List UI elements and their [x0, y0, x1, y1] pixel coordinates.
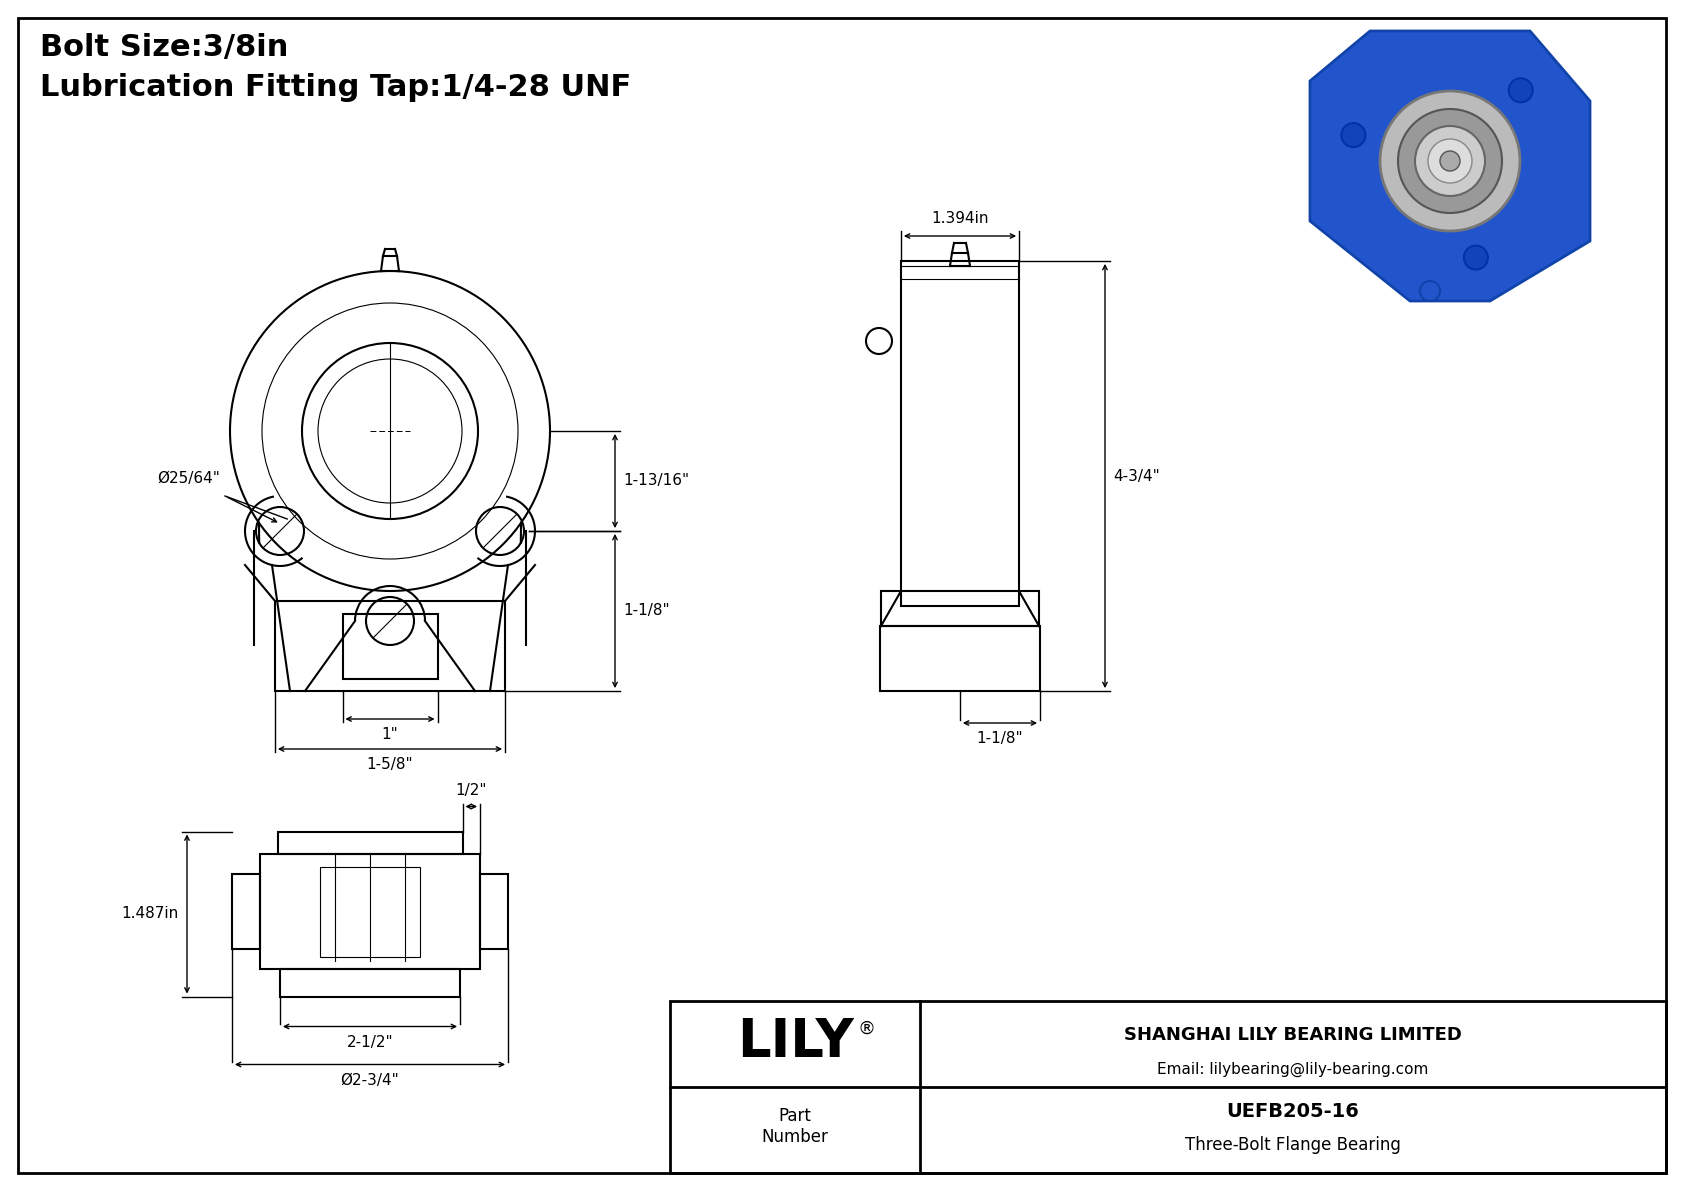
Circle shape: [1509, 79, 1532, 102]
Bar: [342, 615, 438, 679]
Text: 1.487in: 1.487in: [121, 906, 179, 922]
Text: Part
Number: Part Number: [761, 1108, 829, 1146]
Text: 1-1/8": 1-1/8": [977, 731, 1024, 746]
Bar: [881, 591, 1039, 626]
Bar: [480, 873, 509, 948]
Bar: [274, 601, 505, 691]
Bar: [278, 831, 463, 854]
Text: LILY: LILY: [736, 1016, 854, 1068]
Text: 1/2": 1/2": [455, 784, 487, 798]
Bar: [232, 873, 259, 948]
Bar: [670, 1000, 1665, 1173]
Text: Ø2-3/4": Ø2-3/4": [340, 1073, 399, 1087]
Bar: [280, 968, 460, 997]
Text: Ø25/64": Ø25/64": [157, 470, 221, 486]
Bar: [901, 261, 1019, 606]
Text: 2-1/2": 2-1/2": [347, 1035, 394, 1049]
Circle shape: [1440, 151, 1460, 172]
Bar: [259, 854, 480, 968]
Circle shape: [1420, 281, 1440, 301]
Text: 1-1/8": 1-1/8": [623, 604, 670, 618]
Text: Three-Bolt Flange Bearing: Three-Bolt Flange Bearing: [1186, 1136, 1401, 1154]
Text: Bolt Size:3/8in: Bolt Size:3/8in: [40, 33, 288, 62]
Bar: [320, 867, 419, 956]
Text: Lubrication Fitting Tap:1/4-28 UNF: Lubrication Fitting Tap:1/4-28 UNF: [40, 73, 632, 102]
Text: 1-13/16": 1-13/16": [623, 474, 689, 488]
Text: ®: ®: [857, 1019, 876, 1037]
Circle shape: [1463, 245, 1489, 269]
Polygon shape: [1310, 31, 1590, 301]
Text: 1.394in: 1.394in: [931, 211, 989, 226]
Circle shape: [1379, 91, 1521, 231]
Circle shape: [1342, 123, 1366, 148]
Text: 4-3/4": 4-3/4": [1113, 468, 1160, 484]
Text: Email: lilybearing@lily-bearing.com: Email: lilybearing@lily-bearing.com: [1157, 1062, 1428, 1078]
Circle shape: [1415, 126, 1485, 197]
Bar: [881, 626, 1041, 691]
Text: 1-5/8": 1-5/8": [367, 757, 413, 772]
Text: 1": 1": [382, 727, 399, 742]
Circle shape: [1398, 110, 1502, 213]
Text: UEFB205-16: UEFB205-16: [1226, 1102, 1359, 1121]
Circle shape: [1428, 139, 1472, 183]
Text: SHANGHAI LILY BEARING LIMITED: SHANGHAI LILY BEARING LIMITED: [1123, 1027, 1462, 1045]
